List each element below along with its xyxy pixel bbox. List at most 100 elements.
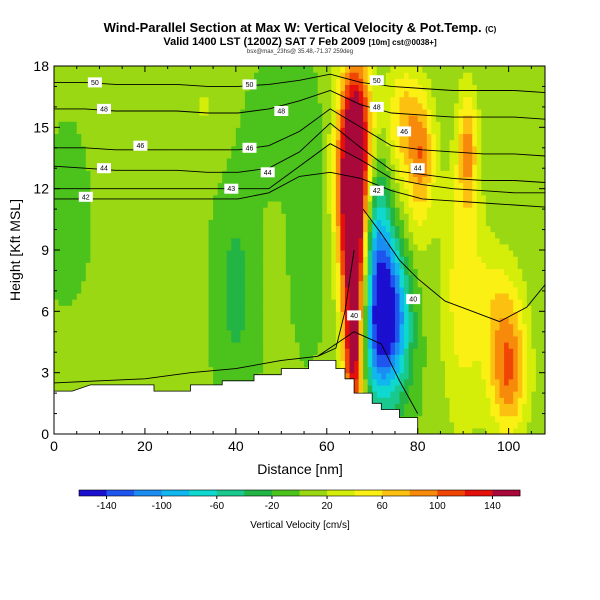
heat-cell bbox=[299, 194, 305, 202]
heat-cell bbox=[308, 170, 314, 177]
heat-cell bbox=[185, 366, 191, 374]
heat-cell bbox=[254, 78, 260, 85]
heat-cell bbox=[181, 219, 187, 227]
heat-cell bbox=[117, 66, 123, 73]
heat-cell bbox=[72, 96, 78, 104]
heat-cell bbox=[204, 225, 210, 233]
heat-cell bbox=[199, 243, 205, 251]
heat-cell bbox=[63, 115, 69, 122]
heat-cell bbox=[126, 188, 132, 196]
heat-cell bbox=[185, 378, 191, 386]
heat-cell bbox=[231, 292, 237, 300]
heat-cell bbox=[285, 280, 292, 288]
heat-cell bbox=[163, 335, 169, 343]
heat-cell bbox=[94, 305, 101, 312]
heat-cell bbox=[367, 360, 373, 368]
heat-cell bbox=[122, 213, 128, 220]
heat-cell bbox=[213, 292, 219, 300]
heat-cell bbox=[422, 403, 428, 411]
heat-cell bbox=[140, 286, 146, 294]
heat-cell bbox=[163, 360, 169, 368]
heat-cell bbox=[363, 115, 369, 122]
heat-cell bbox=[258, 151, 264, 159]
heat-cell bbox=[254, 84, 260, 92]
heat-cell bbox=[131, 280, 137, 288]
heat-cell bbox=[317, 250, 323, 257]
heat-cell bbox=[294, 72, 301, 79]
heat-cell bbox=[181, 213, 187, 220]
heat-cell bbox=[208, 207, 214, 214]
heat-cell bbox=[217, 72, 223, 79]
heat-cell bbox=[76, 250, 82, 257]
heat-cell bbox=[72, 176, 78, 184]
heat-cell bbox=[385, 372, 392, 380]
heat-cell bbox=[354, 225, 360, 233]
heat-cell bbox=[190, 84, 196, 92]
heat-cell bbox=[204, 256, 210, 263]
heat-cell bbox=[372, 274, 378, 282]
heat-cell bbox=[281, 158, 287, 165]
heat-cell bbox=[149, 158, 155, 165]
heat-cell bbox=[81, 366, 87, 374]
heat-cell bbox=[226, 170, 232, 177]
heat-cell bbox=[163, 268, 169, 276]
heat-cell bbox=[190, 158, 196, 165]
heat-cell bbox=[126, 348, 132, 355]
heat-cell bbox=[394, 84, 401, 92]
heat-cell bbox=[354, 72, 360, 79]
heat-cell bbox=[349, 243, 355, 251]
heat-cell bbox=[131, 164, 137, 171]
heat-cell bbox=[344, 299, 351, 306]
heat-cell bbox=[190, 366, 196, 374]
heat-cell bbox=[381, 139, 387, 147]
heat-cell bbox=[104, 329, 110, 337]
heat-cell bbox=[58, 231, 64, 239]
heat-cell bbox=[140, 219, 146, 227]
heat-cell bbox=[81, 72, 87, 79]
heat-cell bbox=[194, 323, 201, 331]
heat-cell bbox=[285, 182, 292, 190]
heat-cell bbox=[367, 90, 373, 98]
heat-cell bbox=[244, 299, 251, 306]
heat-cell bbox=[108, 225, 114, 233]
heat-cell bbox=[226, 176, 232, 184]
heat-cell bbox=[213, 84, 219, 92]
heat-cell bbox=[67, 72, 73, 79]
heat-cell bbox=[390, 274, 396, 282]
heat-cell bbox=[135, 342, 141, 349]
heat-cell bbox=[126, 158, 132, 165]
heat-cell bbox=[81, 268, 87, 276]
heat-cell bbox=[213, 145, 219, 153]
heat-cell bbox=[394, 299, 401, 306]
heat-cell bbox=[322, 90, 328, 98]
heat-cell bbox=[222, 243, 228, 251]
heat-cell bbox=[258, 335, 264, 343]
heat-cell bbox=[399, 372, 405, 380]
heat-cell bbox=[249, 127, 255, 135]
heat-cell bbox=[163, 145, 169, 153]
heat-cell bbox=[213, 335, 219, 343]
heat-cell bbox=[381, 145, 387, 153]
heat-cell bbox=[376, 378, 382, 386]
heat-cell bbox=[194, 90, 201, 98]
heat-cell bbox=[194, 213, 201, 220]
heat-cell bbox=[304, 145, 310, 153]
heat-cell bbox=[58, 299, 64, 306]
heat-cell bbox=[217, 194, 223, 202]
heat-cell bbox=[431, 391, 437, 398]
heat-cell bbox=[99, 133, 105, 141]
heat-cell bbox=[299, 139, 305, 147]
heat-cell bbox=[331, 207, 337, 214]
heat-cell bbox=[363, 366, 369, 374]
heat-cell bbox=[304, 237, 310, 245]
heat-cell bbox=[254, 96, 260, 104]
heat-cell bbox=[249, 225, 255, 233]
heat-cell bbox=[131, 335, 137, 343]
heat-cell bbox=[281, 323, 287, 331]
heat-cell bbox=[408, 231, 414, 239]
heat-cell bbox=[417, 317, 423, 325]
heat-cell bbox=[104, 274, 110, 282]
heat-cell bbox=[404, 96, 410, 104]
heat-cell bbox=[313, 286, 319, 294]
heat-cell bbox=[408, 237, 414, 245]
